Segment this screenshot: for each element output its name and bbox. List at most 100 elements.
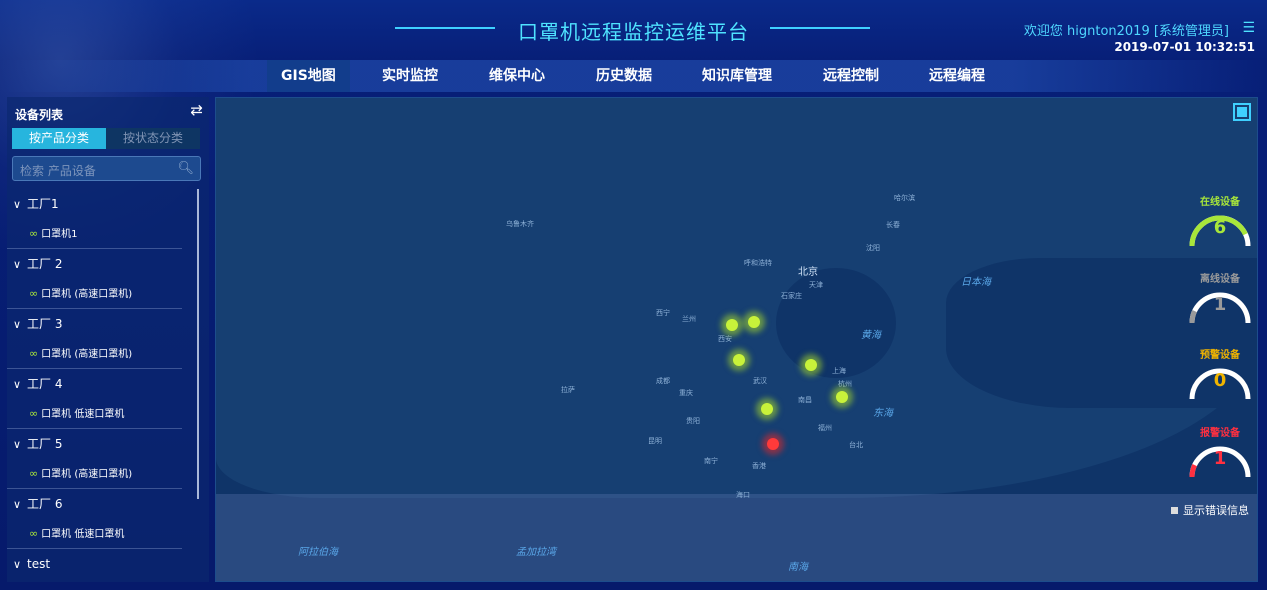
link-icon: ∞ (29, 407, 39, 420)
tree-group[interactable]: ∨ 工厂 2 (7, 249, 202, 279)
welcome-user[interactable]: 欢迎您 hignton2019 [系统管理员] (1023, 24, 1229, 39)
device-marker-alarm[interactable] (767, 438, 779, 450)
tree-device[interactable]: ∞ 口罩机1 (7, 219, 182, 249)
map-label: 兰州 (682, 315, 696, 323)
gauge-arc (1189, 292, 1251, 324)
tree-group[interactable]: ∨ 工厂 5 (7, 429, 202, 459)
tree-group[interactable]: ∨ 工厂1 (7, 189, 202, 219)
header: 口罩机远程监控运维平台 欢迎您 hignton2019 [系统管理员] ☰ 20… (0, 0, 1267, 58)
map-label: 天津 (809, 281, 823, 289)
nav-remote-control[interactable]: 远程控制 (823, 68, 879, 84)
group-label: 工厂 6 (27, 497, 63, 511)
map-label: 北京 (798, 267, 818, 278)
nav-realtime-monitor[interactable]: 实时监控 (382, 68, 438, 84)
map-label: 武汉 (753, 377, 767, 385)
map-label: 昆明 (648, 437, 662, 445)
link-icon: ∞ (29, 287, 39, 300)
link-icon: ∞ (29, 467, 39, 480)
chevron-down-icon[interactable]: ∨ (13, 318, 22, 331)
group-label: 工厂 5 (27, 437, 63, 451)
main-nav: GIS地图 实时监控 维保中心 历史数据 知识库管理 远程控制 远程编程 (0, 60, 1267, 92)
tree-scrollbar[interactable] (197, 189, 199, 499)
device-marker-online[interactable] (761, 403, 773, 415)
map-label: 呼和浩特 (744, 259, 772, 267)
checkbox[interactable] (1171, 507, 1178, 514)
map-label: 台北 (849, 441, 863, 449)
tree-device[interactable]: ∞ 口罩机 (高速口罩机) (7, 339, 182, 369)
fullscreen-icon[interactable] (1233, 103, 1251, 121)
device-marker-online[interactable] (805, 359, 817, 371)
group-label: test (27, 557, 51, 571)
show-error-toggle[interactable]: 显示错误信息 (1171, 502, 1249, 518)
nav-maintenance[interactable]: 维保中心 (489, 68, 545, 84)
map-label: 哈尔滨 (894, 194, 915, 202)
map-label: 南宁 (704, 457, 718, 465)
datetime: 2019-07-01 10:32:51 (1114, 40, 1255, 54)
nav-gis-map[interactable]: GIS地图 (267, 60, 350, 92)
chevron-down-icon[interactable]: ∨ (13, 258, 22, 271)
gauge-arc (1189, 368, 1251, 400)
title-decoration-right (770, 27, 870, 29)
map-label: 石家庄 (781, 292, 802, 300)
search-placeholder: 检索 产品设备 (20, 164, 96, 178)
swap-icon[interactable]: ⇄ (190, 101, 203, 119)
gauge-arc (1189, 215, 1251, 247)
group-label: 工厂 4 (27, 377, 63, 391)
tree-device[interactable]: ∞ 口罩机 (高速口罩机) (7, 279, 182, 309)
chevron-down-icon[interactable]: ∨ (13, 438, 22, 451)
device-list-panel: 设备列表 ⇄ 按产品分类 按状态分类 检索 产品设备 🔍︎ ∨ 工厂1 ∞ 口罩机1… (7, 97, 209, 582)
device-marker-online[interactable] (748, 316, 760, 328)
group-label: 工厂1 (27, 197, 59, 211)
gauge-offline-devices: 离线设备 1 (1185, 270, 1255, 327)
gauge-label: 离线设备 (1200, 274, 1240, 285)
device-search-input[interactable]: 检索 产品设备 🔍︎ (12, 156, 201, 181)
device-marker-online[interactable] (726, 319, 738, 331)
device-label: 口罩机 (高速口罩机) (41, 289, 133, 300)
map-label: 南海 (788, 562, 808, 573)
gauge-value: 1 (1213, 294, 1227, 315)
map-label: 东海 (873, 408, 893, 419)
nav-remote-programming[interactable]: 远程编程 (929, 68, 985, 84)
link-icon: ∞ (29, 347, 39, 360)
group-label: 工厂 2 (27, 257, 63, 271)
map-label: 日本海 (961, 277, 991, 288)
nav-knowledge-base[interactable]: 知识库管理 (702, 68, 772, 84)
device-marker-online[interactable] (836, 391, 848, 403)
device-marker-online[interactable] (733, 354, 745, 366)
map-label: 西宁 (656, 309, 670, 317)
gis-map[interactable]: 北京 天津 石家庄 黄海 东海 日本海 南海 阿拉伯海 孟加拉湾 乌鲁木齐 兰州… (215, 97, 1258, 582)
map-label: 香港 (752, 462, 766, 470)
japan-sea (946, 258, 1257, 408)
device-label: 口罩机 (高速口罩机) (41, 469, 133, 480)
gauge-label: 报警设备 (1200, 428, 1240, 439)
chevron-down-icon[interactable]: ∨ (13, 498, 22, 511)
map-label: 杭州 (838, 380, 852, 388)
tab-by-product[interactable]: 按产品分类 (12, 128, 106, 149)
map-label: 成都 (656, 377, 670, 385)
map-bottom-overlay (216, 494, 1257, 581)
tab-by-status[interactable]: 按状态分类 (106, 128, 200, 149)
tree-device[interactable]: ∞ 口罩机 低速口罩机 (7, 519, 182, 549)
gauge-value: 1 (1213, 448, 1227, 469)
map-label: 孟加拉湾 (516, 547, 556, 558)
map-label: 沈阳 (866, 244, 880, 252)
link-icon: ∞ (29, 227, 39, 240)
tree-group[interactable]: ∨ 工厂 4 (7, 369, 202, 399)
nav-history[interactable]: 历史数据 (596, 68, 652, 84)
tree-group[interactable]: ∨ test (7, 549, 202, 579)
gauge-fill (1189, 292, 1251, 324)
menu-icon[interactable]: ☰ (1242, 20, 1255, 36)
chevron-down-icon[interactable]: ∨ (13, 378, 22, 391)
bohai-sea (776, 268, 896, 378)
tree-device[interactable]: ∞ 口罩机 低速口罩机 (7, 399, 182, 429)
search-icon[interactable]: 🔍︎ (177, 161, 194, 176)
map-label: 重庆 (679, 389, 693, 397)
chevron-down-icon[interactable]: ∨ (13, 558, 22, 571)
gauge-alarm-devices: 报警设备 1 (1185, 424, 1255, 481)
tree-group[interactable]: ∨ 工厂 3 (7, 309, 202, 339)
tree-group[interactable]: ∨ 工厂 6 (7, 489, 202, 519)
gauge-value: 0 (1213, 370, 1227, 391)
chevron-down-icon[interactable]: ∨ (13, 198, 22, 211)
gauge-fill (1189, 215, 1251, 247)
tree-device[interactable]: ∞ 口罩机 (高速口罩机) (7, 459, 182, 489)
